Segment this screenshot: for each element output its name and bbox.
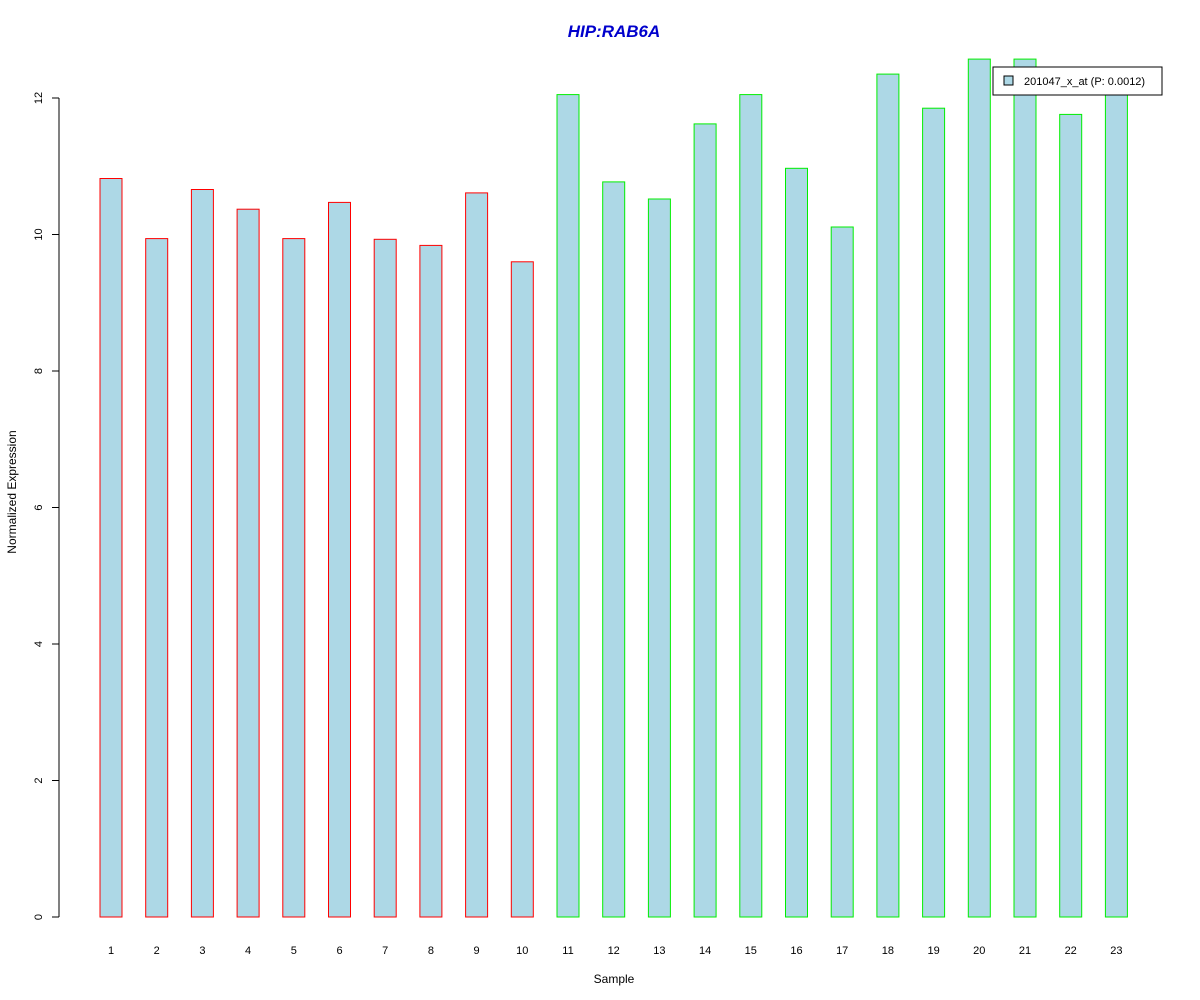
y-tick-label: 12 [33, 92, 45, 104]
y-tick-label: 2 [33, 777, 45, 783]
bar-sample-16 [785, 167, 808, 918]
x-tick-label: 9 [474, 945, 480, 957]
bar-sample-13 [647, 198, 671, 918]
legend-label: 201047_x_at (P: 0.0012) [1024, 76, 1145, 88]
bar-sample-6 [328, 201, 351, 918]
x-tick-label: 14 [699, 945, 711, 957]
y-tick-label: 10 [33, 228, 45, 240]
x-tick-label: 10 [516, 945, 528, 957]
x-tick-label: 1 [108, 945, 114, 957]
bar-sample-5 [282, 238, 306, 918]
bar-sample-20 [967, 58, 991, 918]
x-tick-label: 7 [382, 945, 388, 957]
x-axis-label: Sample [594, 972, 635, 986]
x-tick-label: 5 [291, 945, 297, 957]
x-tick-label: 8 [428, 945, 434, 957]
x-tick-label: 11 [562, 945, 573, 957]
y-axis-label: Normalized Expression [5, 430, 19, 553]
bar-sample-14 [693, 123, 717, 918]
bar-sample-17 [830, 226, 854, 918]
x-tick-labels: 1 2 3 4 5 6 7 8 9 10 11 12 13 14 15 16 17 18 19 20 21 22 23 [108, 945, 1123, 957]
bar-sample-22 [1059, 113, 1083, 918]
x-tick-label: 13 [653, 945, 665, 957]
bar-sample-19 [922, 107, 946, 918]
bar-sample-2 [145, 238, 169, 918]
bar-sample-1 [99, 178, 123, 918]
bar-sample-9 [465, 192, 489, 918]
x-tick-label: 4 [245, 945, 251, 957]
bar-sample-7 [373, 238, 397, 918]
y-axis: 0 2 4 6 8 10 12 [33, 92, 60, 920]
bar-sample-21 [1013, 58, 1037, 918]
chart-title: HIP:RAB6A [568, 22, 661, 41]
x-tick-label: 2 [154, 945, 160, 957]
x-tick-label: 15 [745, 945, 757, 957]
x-tick-label: 23 [1110, 945, 1122, 957]
x-tick-label: 17 [836, 945, 848, 957]
x-tick-label: 19 [927, 945, 939, 957]
bar-sample-12 [602, 181, 626, 918]
x-tick-label: 12 [608, 945, 620, 957]
bar-sample-10 [510, 261, 534, 918]
y-tick-label: 4 [33, 641, 45, 647]
bar-sample-15 [739, 94, 763, 918]
bar-sample-23 [1104, 90, 1128, 918]
bar-sample-4 [236, 208, 260, 918]
x-tick-label: 16 [790, 945, 802, 957]
legend: 201047_x_at (P: 0.0012) [992, 66, 1163, 96]
bar-sample-8 [419, 244, 443, 918]
bar-sample-18 [876, 73, 900, 918]
bars [99, 58, 1128, 918]
bar-sample-11 [556, 94, 580, 918]
x-tick-label: 20 [973, 945, 985, 957]
bar-sample-3 [190, 189, 214, 918]
y-tick-label: 8 [33, 368, 45, 374]
legend-box [992, 66, 1163, 96]
y-tick-label: 0 [33, 914, 45, 920]
x-tick-label: 3 [199, 945, 205, 957]
legend-swatch [1003, 75, 1014, 86]
x-tick-label: 6 [336, 945, 342, 957]
x-tick-label: 18 [882, 945, 894, 957]
x-tick-label: 22 [1065, 945, 1077, 957]
y-tick-label: 6 [33, 504, 45, 510]
x-tick-label: 21 [1019, 945, 1031, 957]
